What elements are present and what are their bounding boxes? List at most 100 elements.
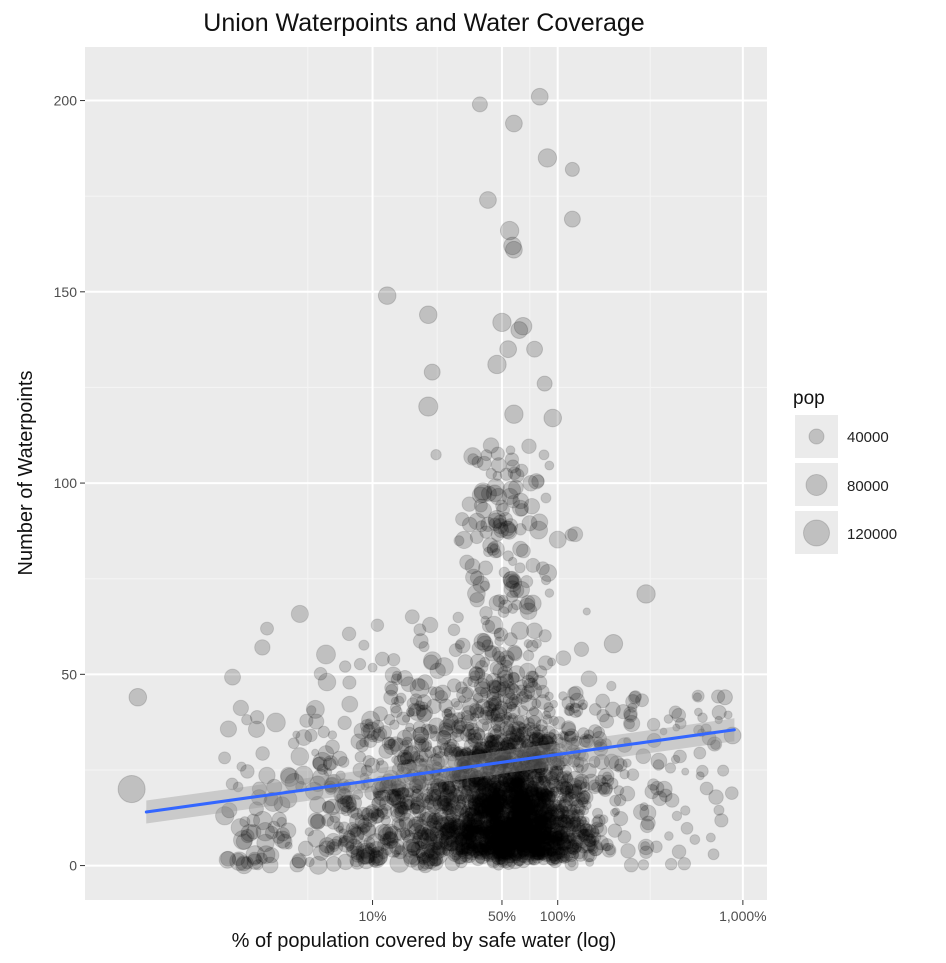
data-point bbox=[579, 702, 588, 711]
data-point bbox=[647, 778, 660, 791]
data-point bbox=[531, 771, 544, 784]
data-point bbox=[328, 841, 340, 853]
data-point bbox=[515, 841, 526, 852]
data-point bbox=[461, 794, 477, 810]
data-point bbox=[258, 766, 276, 785]
data-point bbox=[536, 838, 551, 853]
data-point bbox=[493, 791, 508, 806]
data-point bbox=[518, 841, 528, 851]
data-point bbox=[531, 841, 547, 856]
notable-point-2 bbox=[505, 114, 523, 133]
data-point bbox=[522, 829, 536, 843]
data-point bbox=[534, 829, 546, 841]
data-point bbox=[512, 812, 524, 825]
data-point bbox=[511, 720, 525, 734]
data-point bbox=[523, 819, 534, 830]
data-point bbox=[545, 831, 557, 843]
data-point bbox=[476, 823, 489, 836]
data-point bbox=[521, 515, 538, 532]
data-point bbox=[508, 693, 523, 708]
data-point bbox=[519, 828, 535, 844]
data-point bbox=[549, 839, 566, 856]
data-point bbox=[482, 792, 493, 803]
data-point bbox=[525, 809, 538, 821]
chart-title: Union Waterpoints and Water Coverage bbox=[203, 9, 644, 37]
data-point bbox=[500, 833, 512, 845]
data-point bbox=[505, 788, 521, 804]
data-point bbox=[544, 588, 555, 598]
data-point bbox=[555, 650, 572, 666]
data-point bbox=[543, 826, 557, 841]
data-point bbox=[240, 764, 255, 779]
data-point bbox=[432, 745, 443, 756]
x-tick-label: 10% bbox=[359, 908, 387, 924]
data-point bbox=[513, 800, 527, 815]
notable-point-3 bbox=[537, 148, 558, 168]
data-point bbox=[506, 810, 519, 823]
data-point bbox=[218, 850, 237, 869]
data-point bbox=[533, 833, 547, 846]
data-point bbox=[539, 563, 558, 582]
data-point bbox=[513, 820, 527, 834]
data-point bbox=[518, 822, 530, 834]
data-point bbox=[555, 736, 567, 749]
data-point bbox=[512, 779, 529, 796]
data-point bbox=[573, 709, 582, 718]
data-point bbox=[515, 837, 525, 846]
data-point bbox=[556, 809, 570, 823]
data-point bbox=[473, 731, 483, 741]
legend-point-40000 bbox=[808, 428, 825, 445]
data-point bbox=[338, 836, 349, 848]
data-point bbox=[498, 819, 513, 833]
data-point bbox=[508, 834, 519, 845]
data-point bbox=[477, 834, 490, 846]
data-point bbox=[490, 814, 504, 828]
data-point bbox=[511, 773, 525, 787]
data-point bbox=[451, 712, 464, 724]
data-point bbox=[508, 802, 524, 818]
data-point bbox=[486, 786, 499, 798]
data-point bbox=[541, 725, 556, 740]
data-point bbox=[442, 844, 455, 857]
data-point bbox=[543, 787, 558, 803]
data-point bbox=[475, 801, 489, 815]
data-point bbox=[529, 848, 543, 862]
data-point bbox=[561, 790, 574, 803]
data-point bbox=[511, 794, 525, 808]
data-point bbox=[495, 833, 511, 848]
data-point bbox=[489, 816, 503, 830]
data-point bbox=[372, 726, 388, 742]
data-point bbox=[534, 813, 551, 830]
data-point bbox=[520, 685, 536, 700]
legend-label-120000: 120000 bbox=[847, 526, 897, 543]
data-point bbox=[479, 844, 493, 858]
data-point bbox=[514, 817, 525, 828]
data-point bbox=[469, 703, 485, 719]
data-point bbox=[495, 835, 511, 851]
data-point bbox=[560, 830, 576, 846]
data-point bbox=[545, 787, 555, 797]
data-point bbox=[470, 818, 484, 832]
data-point bbox=[492, 785, 506, 799]
data-point bbox=[488, 594, 505, 612]
data-point bbox=[511, 830, 521, 840]
data-point bbox=[520, 782, 533, 795]
data-point bbox=[497, 823, 508, 834]
data-point bbox=[461, 723, 475, 737]
data-point bbox=[569, 815, 582, 828]
data-point bbox=[548, 715, 560, 727]
x-tick-label: 100% bbox=[540, 908, 576, 924]
data-point bbox=[466, 749, 477, 761]
data-point bbox=[508, 785, 525, 801]
data-point bbox=[531, 763, 543, 775]
data-point bbox=[479, 738, 488, 747]
data-point bbox=[517, 770, 530, 783]
data-point bbox=[711, 704, 727, 721]
data-point bbox=[516, 760, 531, 774]
data-point bbox=[510, 833, 521, 844]
data-point bbox=[564, 705, 576, 717]
data-point bbox=[492, 841, 502, 852]
notable-point-4 bbox=[564, 161, 580, 177]
data-point bbox=[507, 768, 523, 784]
data-point bbox=[532, 845, 546, 859]
